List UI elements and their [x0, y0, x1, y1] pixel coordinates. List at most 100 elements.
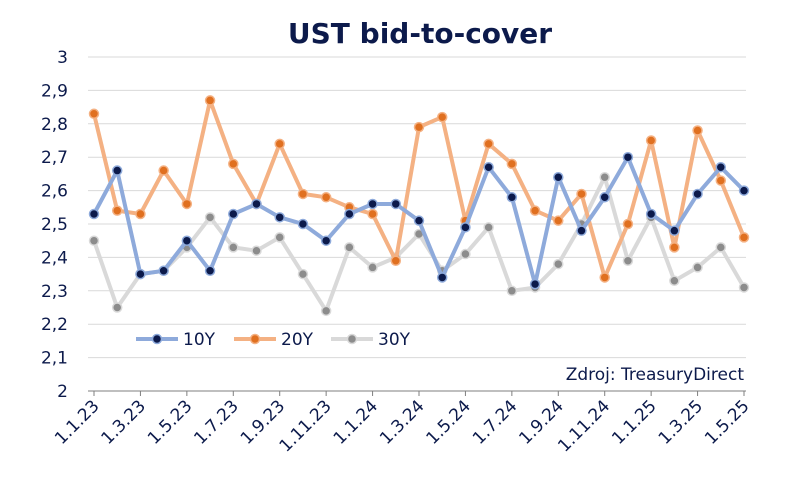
- data-point: [297, 268, 309, 280]
- data-point: [669, 242, 680, 253]
- data-point: [645, 208, 657, 220]
- data-point: [251, 198, 262, 210]
- data-point: [529, 205, 541, 216]
- data-point: [483, 138, 494, 150]
- data-point: [506, 192, 518, 203]
- data-point: [111, 165, 123, 176]
- x-tick-label: 1.5.24: [423, 396, 475, 448]
- data-point: [436, 272, 448, 283]
- data-point: [135, 268, 146, 280]
- x-tick-label: 1.7.24: [469, 396, 521, 448]
- data-point: [158, 265, 169, 277]
- data-point: [576, 225, 587, 236]
- data-point: [483, 222, 494, 233]
- data-point: [88, 235, 100, 246]
- data-point: [599, 192, 610, 203]
- data-point: [204, 265, 216, 277]
- y-tick-label: 3: [57, 48, 68, 68]
- data-point: [599, 171, 610, 183]
- data-point: [599, 272, 610, 283]
- x-tick-label: 1.1.23: [51, 396, 103, 448]
- x-tick-label: 1.11.24: [554, 396, 614, 456]
- y-tick-label: 2,9: [41, 81, 68, 101]
- data-point: [483, 161, 494, 173]
- y-tick-label: 2,4: [41, 248, 68, 268]
- data-point: [645, 135, 657, 146]
- data-point: [111, 302, 123, 313]
- x-tick-label: 1.3.24: [376, 396, 428, 448]
- data-point: [228, 242, 239, 253]
- data-point: [669, 225, 680, 236]
- data-point: [553, 171, 564, 183]
- data-point: [344, 208, 355, 220]
- y-axis-ticks: 2 2,1 2,2 2,3 2,4 2,5 2,6 2,7 2,8 2,9 3: [41, 48, 68, 402]
- x-tick-label: 1.1.25: [608, 396, 660, 448]
- data-point: [228, 158, 239, 170]
- data-point: [692, 125, 703, 136]
- data-point: [553, 258, 564, 270]
- data-point: [715, 161, 727, 173]
- x-tick-label: 1.5.23: [144, 396, 196, 448]
- data-point: [460, 248, 471, 260]
- data-point: [622, 255, 634, 266]
- data-point: [738, 185, 750, 196]
- y-tick-label: 2,6: [41, 182, 68, 202]
- data-point: [622, 151, 634, 163]
- data-point: [297, 218, 309, 230]
- data-point: [413, 121, 425, 133]
- data-point: [204, 212, 216, 223]
- data-point: [274, 232, 285, 243]
- legend-label: 30Y: [378, 330, 411, 350]
- legend-marker: [151, 333, 163, 345]
- x-tick-label: 1.7.23: [190, 396, 242, 448]
- chart-title: UST bid-to-cover: [288, 17, 552, 50]
- data-point: [274, 138, 285, 150]
- data-point: [297, 188, 309, 200]
- y-tick-label: 2: [57, 382, 68, 402]
- data-point: [669, 275, 680, 287]
- data-point: [320, 235, 332, 246]
- data-point: [529, 278, 541, 290]
- data-point: [715, 175, 727, 186]
- data-point: [228, 208, 239, 220]
- data-point: [506, 285, 518, 297]
- data-point: [622, 218, 634, 230]
- data-point: [88, 208, 100, 220]
- x-tick-label: 1.11.23: [276, 396, 336, 456]
- x-tick-label: 1.3.23: [98, 396, 150, 448]
- data-point: [158, 165, 169, 176]
- y-tick-label: 2,8: [41, 115, 68, 135]
- y-tick-label: 2,1: [41, 349, 68, 369]
- legend: 10Y 20Y 30Y: [136, 330, 411, 350]
- legend-label: 20Y: [281, 330, 314, 350]
- data-point: [738, 232, 750, 243]
- data-point: [553, 215, 564, 226]
- data-point: [88, 108, 100, 120]
- data-point: [181, 198, 193, 210]
- data-point: [181, 235, 193, 246]
- x-tick-label: 1.1.24: [330, 396, 382, 448]
- y-tick-label: 2,7: [41, 148, 68, 168]
- legend-marker: [249, 333, 261, 345]
- data-point: [390, 198, 402, 210]
- legend-marker: [346, 333, 358, 345]
- data-point: [367, 262, 378, 273]
- data-point: [506, 158, 518, 170]
- data-point: [251, 245, 262, 256]
- x-tick-label: 1.5.25: [701, 396, 753, 448]
- source-note: Zdroj: TreasuryDirect: [566, 365, 745, 385]
- data-point: [274, 212, 285, 223]
- data-point: [344, 242, 355, 253]
- data-point: [715, 242, 727, 253]
- data-point: [460, 222, 471, 233]
- y-tick-label: 2,5: [41, 215, 68, 235]
- series-lines: [88, 95, 750, 317]
- series-10Y: [88, 151, 750, 290]
- data-point: [367, 208, 378, 220]
- y-tick-label: 2,2: [41, 315, 68, 335]
- data-point: [390, 255, 402, 266]
- data-point: [320, 305, 332, 317]
- data-point: [738, 282, 750, 293]
- data-point: [692, 262, 703, 273]
- data-point: [320, 192, 332, 203]
